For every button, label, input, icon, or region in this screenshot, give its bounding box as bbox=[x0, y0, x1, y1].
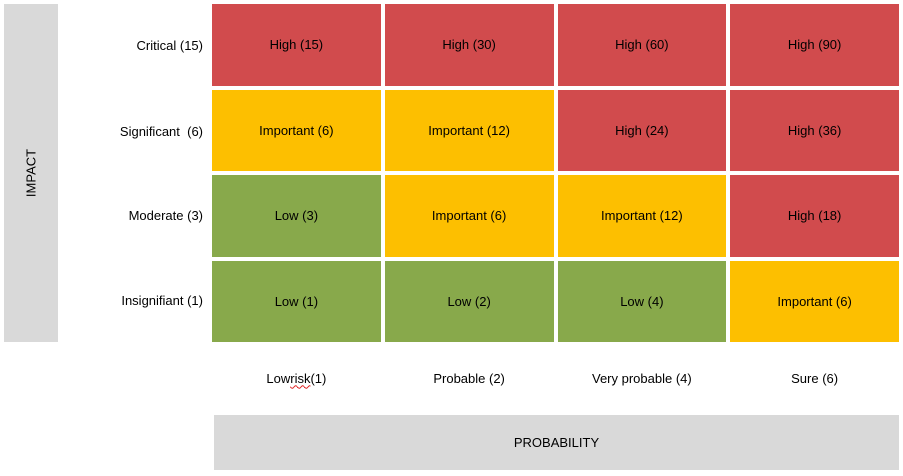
matrix-cell: Important (6) bbox=[384, 175, 554, 257]
row-label-moderate: Moderate (3) bbox=[128, 207, 203, 223]
impact-axis-title: IMPACT bbox=[23, 148, 39, 198]
matrix-cell: Low (3) bbox=[212, 175, 381, 257]
column-label-low-risk-a: Low bbox=[266, 370, 291, 386]
matrix-cell: High (36) bbox=[730, 89, 899, 171]
row-label-critical: Critical (15) bbox=[136, 37, 203, 53]
matrix-cell: Important (12) bbox=[384, 89, 554, 171]
matrix-cell: Low (2) bbox=[384, 260, 554, 342]
probability-axis-bar: PROBABILITY bbox=[214, 415, 899, 470]
spellcheck-word: risk bbox=[290, 370, 311, 386]
column-label-very-probable: Very probable (4) bbox=[592, 370, 692, 386]
matrix-cell: High (30) bbox=[384, 4, 554, 86]
column-labels: Low risk (1) Probable (2) Very probable … bbox=[212, 360, 899, 396]
matrix-cell: Important (12) bbox=[557, 175, 727, 257]
impact-axis-bar: IMPACT bbox=[4, 4, 58, 342]
risk-matrix-grid: High (15) High (30) High (60) High (90) … bbox=[212, 4, 899, 342]
matrix-cell: Low (4) bbox=[557, 260, 727, 342]
matrix-cell: Important (6) bbox=[212, 89, 381, 171]
matrix-cell: Important (6) bbox=[730, 260, 899, 342]
row-label-significant: Significant (6) bbox=[119, 123, 203, 139]
column-label-sure: Sure (6) bbox=[791, 370, 839, 386]
matrix-cell: High (18) bbox=[730, 175, 899, 257]
matrix-cell: High (15) bbox=[212, 4, 381, 86]
column-label-low-risk-c: (1) bbox=[310, 370, 327, 386]
column-label-low-risk: Low risk (1) bbox=[212, 360, 381, 396]
matrix-cell: Low (1) bbox=[212, 260, 381, 342]
matrix-cell: High (24) bbox=[557, 89, 727, 171]
row-label-insignificant: Insignifiant (1) bbox=[121, 292, 203, 308]
matrix-cell: High (60) bbox=[557, 4, 727, 86]
matrix-cell: High (90) bbox=[730, 4, 899, 86]
probability-axis-title: PROBABILITY bbox=[513, 435, 600, 450]
column-label-probable: Probable (2) bbox=[433, 370, 505, 386]
